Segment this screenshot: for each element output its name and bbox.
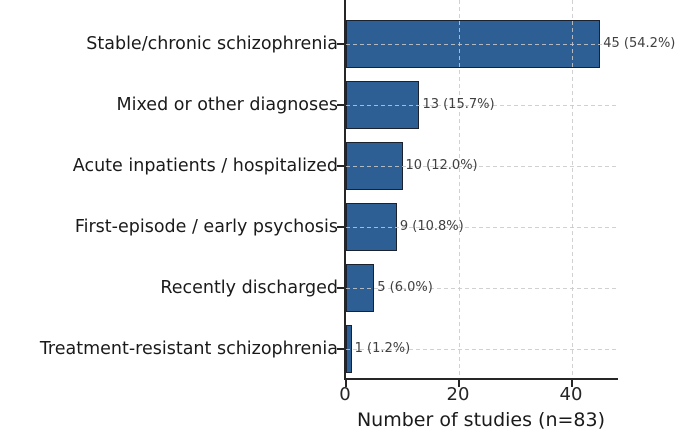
bar-value-label: 10 (12.0%) [405, 158, 478, 173]
bar-value-label: 13 (15.7%) [422, 97, 495, 112]
y-axis-tick [337, 226, 344, 228]
bar-value-label: 45 (54.2%) [603, 36, 676, 51]
bar-value-label: 9 (10.8%) [399, 219, 464, 234]
y-axis-tick [337, 287, 344, 289]
y-axis-tick [337, 43, 344, 45]
x-axis-tick-label: 0 [339, 384, 351, 405]
plot-area: 45 (54.2%) 13 (15.7%) 10 (12.0%) 9 (10.8%) 5… [337, 0, 675, 387]
gridline-horizontal [346, 287, 618, 289]
x-axis-tick [458, 380, 460, 387]
gridline-horizontal [346, 104, 618, 106]
x-axis-label: Number of studies (n=83) [356, 409, 606, 431]
y-axis-tick [337, 348, 344, 350]
x-axis-tick-label: 20 [446, 384, 470, 405]
gridline-horizontal [346, 165, 618, 167]
x-axis-tick [345, 380, 347, 387]
gridline-horizontal [346, 43, 618, 45]
bar-value-label: 1 (1.2%) [354, 341, 411, 356]
x-axis-tick [571, 380, 573, 387]
bar-value-label: 5 (6.0%) [377, 280, 433, 295]
gridline-horizontal [346, 226, 618, 228]
category-label: Stable/chronic schizophrenia [86, 34, 338, 54]
gridline-vertical [458, 0, 460, 378]
y-axis-tick [337, 165, 344, 167]
category-label: Treatment-resistant schizophrenia [39, 339, 338, 359]
category-label: Acute inpatients / hospitalized [72, 156, 338, 176]
category-label: Recently discharged [160, 278, 338, 298]
x-axis-tick-label: 40 [559, 384, 583, 405]
y-axis-tick [337, 104, 344, 106]
gridline-horizontal [346, 348, 618, 350]
gridline-vertical [571, 0, 573, 378]
category-label: Mixed or other diagnoses [116, 95, 338, 115]
category-label: First-episode / early psychosis [74, 217, 338, 237]
